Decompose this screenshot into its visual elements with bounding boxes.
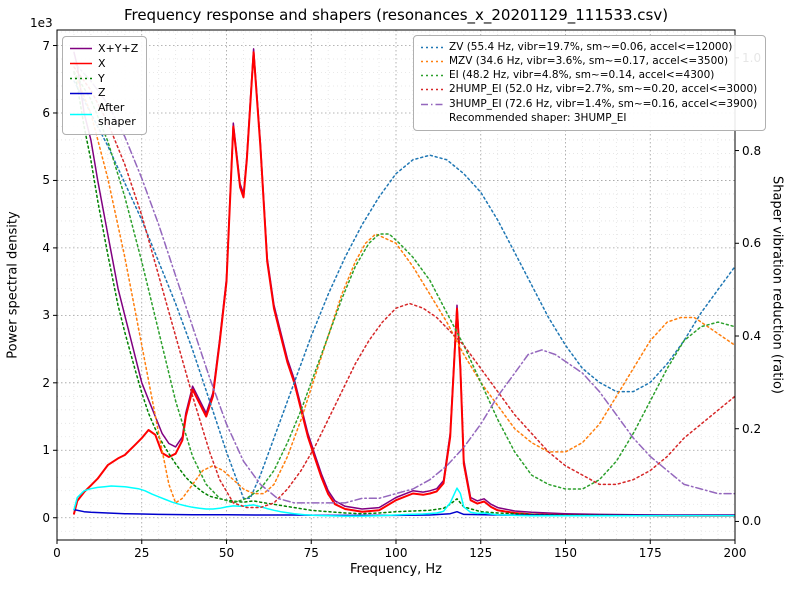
x-tick-label: 200 bbox=[723, 546, 747, 560]
legend-line-sample bbox=[421, 75, 443, 77]
legend-entry: 2HUMP_EI (52.0 Hz, vibr=2.7%, sm~=0.20, … bbox=[420, 83, 757, 96]
legend-entry-label: X bbox=[98, 56, 106, 70]
legend-line-sample bbox=[70, 113, 92, 116]
right-y-axis-label: Shaper vibration reduction (ratio) bbox=[769, 176, 785, 394]
legend-entry: 3HUMP_EI (72.6 Hz, vibr=1.4%, sm~=0.16, … bbox=[420, 98, 757, 111]
legend-entry: Z bbox=[69, 86, 138, 100]
legend-line-sample bbox=[421, 46, 443, 49]
legend-line-sample bbox=[421, 60, 443, 63]
left-y-axis-label: Power spectral density bbox=[5, 211, 21, 359]
legend-entry-label: Z bbox=[98, 86, 106, 100]
x-axis-label: Frequency, Hz bbox=[349, 562, 443, 577]
chart-title: Frequency response and shapers (resonanc… bbox=[123, 6, 669, 24]
legend-line-sample bbox=[70, 92, 92, 94]
legend-entry: X+Y+Z bbox=[69, 42, 138, 56]
legend-entry-label: Y bbox=[98, 71, 105, 85]
legend-entry-label: EI (48.2 Hz, vibr=4.8%, sm~=0.14, accel<… bbox=[449, 69, 715, 82]
legend-entry: MZV (34.6 Hz, vibr=3.6%, sm~=0.17, accel… bbox=[420, 55, 757, 68]
legend-entry-label: 3HUMP_EI (72.6 Hz, vibr=1.4%, sm~=0.16, … bbox=[449, 97, 758, 110]
series-3hump_ei bbox=[73, 61, 735, 504]
legend-line-sample bbox=[420, 113, 444, 124]
legend-entry: ZV (55.4 Hz, vibr=19.7%, sm~=0.06, accel… bbox=[420, 41, 757, 54]
legend-line-sample bbox=[70, 62, 92, 65]
legend-line-sample bbox=[421, 103, 443, 105]
left-y-tick-label: 5 bbox=[42, 173, 50, 188]
recommended-shaper-text: Recommended shaper: 3HUMP_EI bbox=[449, 111, 627, 124]
psd-legend: X+Y+Z X Y Z After shaper bbox=[62, 36, 148, 135]
legend-line-sample bbox=[421, 89, 443, 91]
left-y-tick-label: 7 bbox=[42, 38, 50, 53]
legend-entry-label: MZV (34.6 Hz, vibr=3.6%, sm~=0.17, accel… bbox=[449, 55, 729, 68]
series-mzv bbox=[73, 70, 735, 504]
series-2hump_ei bbox=[73, 66, 735, 509]
x-tick-label: 50 bbox=[218, 546, 235, 560]
right-y-tick-label: 0.2 bbox=[742, 421, 762, 436]
legend-entry-label: ZV (55.4 Hz, vibr=19.7%, sm~=0.06, accel… bbox=[449, 41, 733, 53]
left-y-tick-label: 0 bbox=[42, 510, 50, 525]
legend-entry: Y bbox=[69, 72, 138, 86]
series-after-shaper bbox=[73, 485, 735, 517]
legend-footer: Recommended shaper: 3HUMP_EI bbox=[420, 112, 757, 125]
x-tick-label: 100 bbox=[384, 546, 408, 560]
series-zv bbox=[73, 80, 735, 500]
left-y-tick-label: 6 bbox=[42, 105, 50, 120]
legend-entry-label: X+Y+Z bbox=[98, 42, 139, 55]
x-tick-label: 75 bbox=[303, 546, 319, 560]
legend-entry-label: 2HUMP_EI (52.0 Hz, vibr=2.7%, sm~=0.20, … bbox=[449, 83, 758, 96]
right-y-tick-label: 0.4 bbox=[742, 329, 762, 343]
left-y-tick-label: 1 bbox=[42, 443, 50, 458]
series-x bbox=[73, 51, 735, 517]
series-y bbox=[73, 71, 735, 517]
legend-line-sample bbox=[70, 48, 92, 50]
legend-entry: EI (48.2 Hz, vibr=4.8%, sm~=0.14, accel<… bbox=[420, 69, 757, 82]
x-tick-label: 0 bbox=[53, 546, 61, 560]
right-y-tick-label: 0.8 bbox=[742, 143, 762, 158]
right-y-tick-label: 0.6 bbox=[742, 236, 762, 251]
left-y-tick-label: 3 bbox=[42, 308, 50, 323]
x-tick-label: 150 bbox=[554, 546, 577, 560]
x-tick-label: 25 bbox=[134, 546, 150, 560]
legend-entry-label: After shaper bbox=[98, 101, 136, 128]
left-y-tick-label: 2 bbox=[42, 375, 50, 390]
x-tick-label: 125 bbox=[469, 546, 493, 560]
series-ei bbox=[73, 70, 735, 504]
legend-line-sample bbox=[70, 77, 92, 80]
x-tick-label: 175 bbox=[638, 546, 662, 560]
legend-entry: After shaper bbox=[69, 101, 138, 129]
y-axis-offset-text: 1e3 bbox=[30, 16, 53, 30]
right-y-tick-label: 0.0 bbox=[742, 514, 762, 529]
legend-entry: X bbox=[69, 57, 138, 71]
shaper-legend: ZV (55.4 Hz, vibr=19.7%, sm~=0.06, accel… bbox=[413, 35, 767, 131]
left-y-tick-label: 4 bbox=[42, 240, 50, 255]
